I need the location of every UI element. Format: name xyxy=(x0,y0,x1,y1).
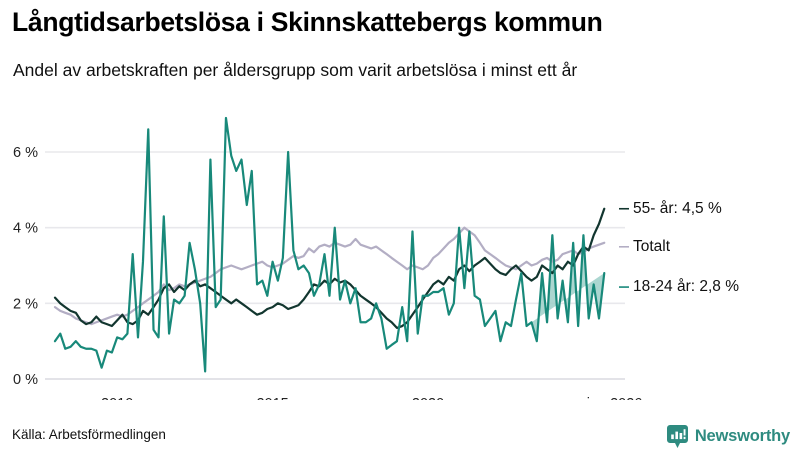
chart-subtitle: Andel av arbetskraften per åldersgrupp s… xyxy=(13,60,578,80)
series-line-18-24-r xyxy=(53,116,606,373)
source-note: Källa: Arbetsförmedlingen xyxy=(12,427,166,442)
x-axis-labels-group: 2010 2015 2020 jan 2026 xyxy=(101,396,642,400)
series-lines-group xyxy=(53,116,606,373)
x-axis-tick-label: 2010 xyxy=(101,396,133,400)
series-annotation-label: 18-24 år: 2,8 % xyxy=(633,278,739,295)
y-axis-tick-label: 0 % xyxy=(13,372,38,388)
series-line-55-r xyxy=(53,207,606,330)
x-axis-tick-label: jan 2026 xyxy=(586,396,643,400)
bar-chart-logo-icon xyxy=(666,424,688,448)
newsworthy-brand: Newsworthy xyxy=(666,424,790,448)
y-axis-tick-label: 4 % xyxy=(13,221,38,237)
x-axis-tick-label: 2020 xyxy=(412,396,444,400)
series-annotation-label: 55- år: 4,5 % xyxy=(633,200,722,217)
y-axis-tick-label: 2 % xyxy=(13,296,38,312)
y-axis-tick-label: 6 % xyxy=(13,145,38,161)
y-axis-labels-group: 0 % 2 % 4 % 6 % xyxy=(13,145,38,388)
series-annotation-label: Totalt xyxy=(633,238,671,255)
page-title: Långtidsarbetslösa i Skinnskattebergs ko… xyxy=(12,7,603,37)
series-annotations-group: 55- år: 4,5 % Totalt 18-24 år: 2,8 % xyxy=(619,200,739,295)
line-chart-plot: 0 % 2 % 4 % 6 % 2010 2015 2020 jan 2026 55- år… xyxy=(0,95,800,400)
x-axis-tick-label: 2015 xyxy=(256,396,288,400)
brand-name-label: Newsworthy xyxy=(694,426,790,445)
chart-svg: 0 % 2 % 4 % 6 % 2010 2015 2020 jan 2026 55- år… xyxy=(13,116,739,400)
